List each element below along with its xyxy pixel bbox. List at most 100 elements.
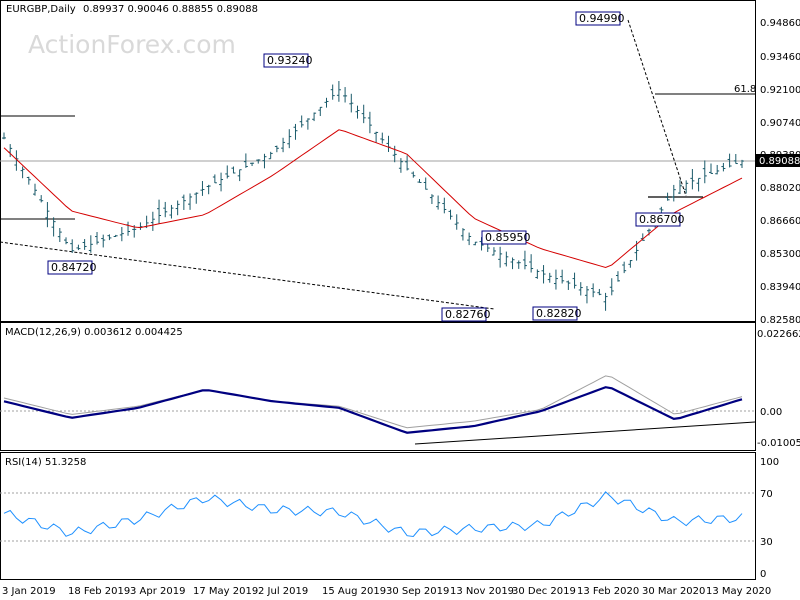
- price-tick: 0.82580: [760, 315, 800, 326]
- price-bar: [324, 97, 329, 108]
- price-annotations: 0.94990 0.93240 0.84720 0.85950 0.86700 …: [47, 11, 756, 322]
- price-bar: [591, 283, 596, 298]
- price-bar: [460, 228, 465, 241]
- svg-text:0.85950: 0.85950: [485, 231, 531, 244]
- price-bar: [194, 192, 199, 204]
- decline-trendline: [627, 19, 687, 197]
- price-bar: [411, 171, 416, 178]
- macd-y-axis: 0.022662 0.00 -0.010052: [757, 329, 800, 449]
- x-tick: 17 May 2019: [193, 586, 258, 597]
- annotation-0-82820: 0.82820: [532, 306, 582, 321]
- rsi-panel-frame: [0, 452, 756, 580]
- price-bar: [250, 162, 255, 167]
- price-bar: [696, 177, 701, 192]
- annotation-0-93240: 0.93240: [263, 53, 313, 68]
- price-bar: [163, 201, 168, 218]
- price-bar: [274, 145, 279, 153]
- price-bar: [467, 232, 472, 246]
- price-bar: [615, 271, 620, 282]
- price-bar: [603, 292, 608, 311]
- price-bar: [20, 166, 25, 179]
- price-bar: [200, 181, 205, 196]
- price-bar: [727, 153, 732, 168]
- svg-text:0.94990: 0.94990: [579, 12, 625, 25]
- svg-text:0.82820: 0.82820: [536, 307, 582, 320]
- price-bar: [429, 194, 434, 204]
- annotation-high-0-94990: 0.94990: [575, 11, 625, 26]
- price-bar: [578, 282, 583, 296]
- price-bar: [219, 172, 224, 192]
- price-bar: [522, 250, 527, 270]
- price-bars: [2, 81, 744, 311]
- price-bar: [336, 81, 341, 102]
- price-bar: [740, 159, 744, 168]
- macd-title: MACD(12,26,9) 0.003612 0.004425: [5, 327, 183, 338]
- price-bar: [423, 177, 428, 190]
- price-bar: [491, 247, 496, 256]
- price-bar: [442, 197, 447, 214]
- macd-tick: 0.022662: [757, 329, 800, 340]
- price-bar: [392, 145, 397, 163]
- price-bar: [405, 155, 410, 171]
- price-bar: [566, 280, 571, 290]
- x-tick: 30 Sep 2019: [386, 586, 449, 597]
- price-bar: [671, 184, 676, 202]
- price-bar: [14, 150, 19, 171]
- price-bar: [76, 244, 81, 251]
- price-bar: [107, 234, 112, 241]
- price-bar: [2, 132, 6, 140]
- svg-text:0.86700: 0.86700: [639, 213, 685, 226]
- price-bar: [64, 237, 69, 245]
- price-bar: [101, 234, 106, 248]
- price-bar: [553, 269, 558, 290]
- svg-text:0.93240: 0.93240: [267, 54, 313, 67]
- price-bar: [665, 192, 670, 201]
- price-bar: [454, 214, 459, 230]
- price-bar: [268, 151, 273, 160]
- x-tick: 13 Nov 2019: [450, 586, 514, 597]
- price-tick: 0.86660: [760, 216, 800, 227]
- price-bar: [95, 231, 100, 245]
- price-bar: [560, 269, 565, 284]
- price-tick: 0.90740: [760, 118, 800, 129]
- price-bar: [677, 179, 682, 195]
- price-bar: [374, 131, 379, 143]
- price-bar: [262, 153, 267, 169]
- rsi-title: RSI(14) 51.3258: [5, 457, 86, 468]
- price-bar: [51, 217, 56, 237]
- price-tick: 0.93460: [760, 52, 800, 63]
- price-tick: 0.94860: [760, 18, 800, 29]
- price-bar: [312, 112, 317, 122]
- price-bar: [572, 272, 577, 289]
- price-tick: 0.85300: [760, 249, 800, 260]
- price-bar: [281, 137, 286, 153]
- price-bar: [243, 153, 248, 168]
- price-bar: [584, 286, 589, 304]
- fib-61-8-label: 61.8: [734, 84, 756, 95]
- price-bar: [510, 257, 515, 270]
- price-bar: [26, 176, 31, 185]
- rsi-y-axis: 100 70 30 0: [760, 457, 779, 580]
- price-bar: [547, 272, 552, 283]
- x-tick: 18 Feb 2019: [68, 586, 130, 597]
- price-bar: [436, 195, 441, 210]
- price-bar: [45, 202, 50, 228]
- rsi-tick: 0: [760, 569, 766, 580]
- watermark: ActionForex.com: [28, 30, 236, 59]
- price-bar: [529, 254, 534, 273]
- price-bar: [231, 166, 236, 174]
- price-tick: 0.92100: [760, 85, 800, 96]
- price-bar: [398, 158, 403, 173]
- price-bar: [498, 246, 503, 268]
- svg-text:0.89088: 0.89088: [759, 156, 800, 167]
- last-price-box: 0.89088: [756, 154, 800, 167]
- svg-text:0.82760: 0.82760: [445, 308, 491, 321]
- price-bar: [206, 184, 211, 195]
- price-bar: [305, 118, 310, 130]
- annotation-low-0-82760: 0.82760: [441, 307, 491, 322]
- price-bar: [361, 104, 366, 124]
- price-bar: [343, 87, 348, 103]
- x-tick: 13 Feb 2020: [577, 586, 639, 597]
- macd-tick: 0.00: [760, 407, 782, 418]
- annotation-0-85950: 0.85950: [481, 230, 531, 245]
